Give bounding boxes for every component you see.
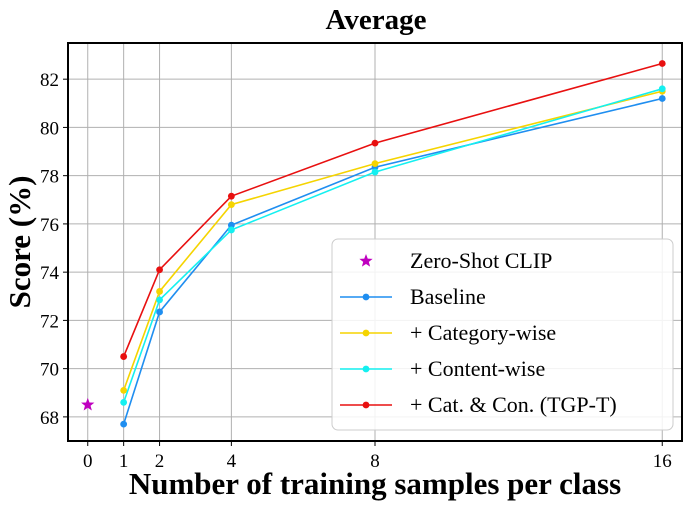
y-tick-label: 74 [40, 263, 60, 284]
x-tick-label: 1 [119, 451, 129, 472]
data-point [658, 60, 666, 67]
series-4 [120, 60, 666, 360]
data-point [120, 420, 128, 428]
x-tick-label: 0 [83, 451, 93, 472]
chart-title: Average [326, 4, 427, 36]
data-point [371, 160, 379, 168]
legend-marker [362, 401, 370, 409]
y-tick-label: 76 [40, 215, 59, 236]
y-tick-label: 80 [40, 118, 59, 139]
x-tick-label: 4 [227, 451, 237, 472]
legend-label: + Category-wise [410, 320, 556, 345]
data-point [371, 139, 379, 147]
legend-marker [362, 329, 370, 337]
y-tick-label: 68 [40, 408, 59, 429]
data-point [156, 266, 163, 274]
legend-label: Zero-Shot CLIP [410, 248, 552, 273]
data-point [156, 288, 163, 295]
x-axis: 0 1 2 4 8 16 [83, 441, 672, 472]
series-3 [120, 85, 666, 406]
data-point [120, 353, 128, 360]
x-tick-label: 8 [370, 451, 380, 472]
x-axis-label: Number of training samples per class [129, 466, 621, 501]
data-point [156, 308, 163, 316]
y-tick-label: 70 [40, 360, 59, 381]
legend-label: + Content-wise [410, 356, 545, 381]
x-tick-label: 2 [155, 451, 165, 472]
zero-shot-point [81, 397, 95, 411]
legend-item-2: + Category-wise [340, 320, 556, 345]
data-point [120, 386, 128, 394]
data-point [658, 85, 666, 93]
legend-item-zero-shot: Zero-Shot CLIP [359, 248, 552, 273]
y-tick-label: 72 [40, 311, 59, 332]
data-point [120, 399, 128, 406]
legend-marker [362, 293, 370, 301]
legend-item-3: + Content-wise [340, 356, 545, 381]
y-axis-label: Score (%) [2, 176, 37, 309]
y-axis: 68 70 72 74 76 78 80 82 [40, 70, 68, 429]
legend-item-4: + Cat. & Con. (TGP-T) [340, 392, 617, 417]
data-point [227, 221, 235, 229]
legend-label: Baseline [410, 284, 486, 309]
legend-item-1: Baseline [340, 284, 486, 309]
legend-box [331, 238, 674, 431]
data-point [371, 168, 379, 176]
legend-marker [359, 254, 373, 267]
legend-marker [362, 365, 370, 373]
data-point [156, 296, 163, 304]
data-point [227, 192, 235, 200]
data-point [227, 226, 235, 234]
series-2 [120, 87, 666, 394]
data-point [658, 95, 666, 102]
series-layer [81, 60, 666, 428]
legend-label: + Cat. & Con. (TGP-T) [410, 392, 617, 417]
y-tick-label: 82 [40, 70, 59, 91]
legend: Zero-Shot CLIP Baseline + Category-wise + C… [331, 238, 674, 431]
y-tick-label: 78 [40, 167, 59, 188]
x-tick-label: 16 [653, 451, 672, 472]
data-point [227, 201, 235, 209]
